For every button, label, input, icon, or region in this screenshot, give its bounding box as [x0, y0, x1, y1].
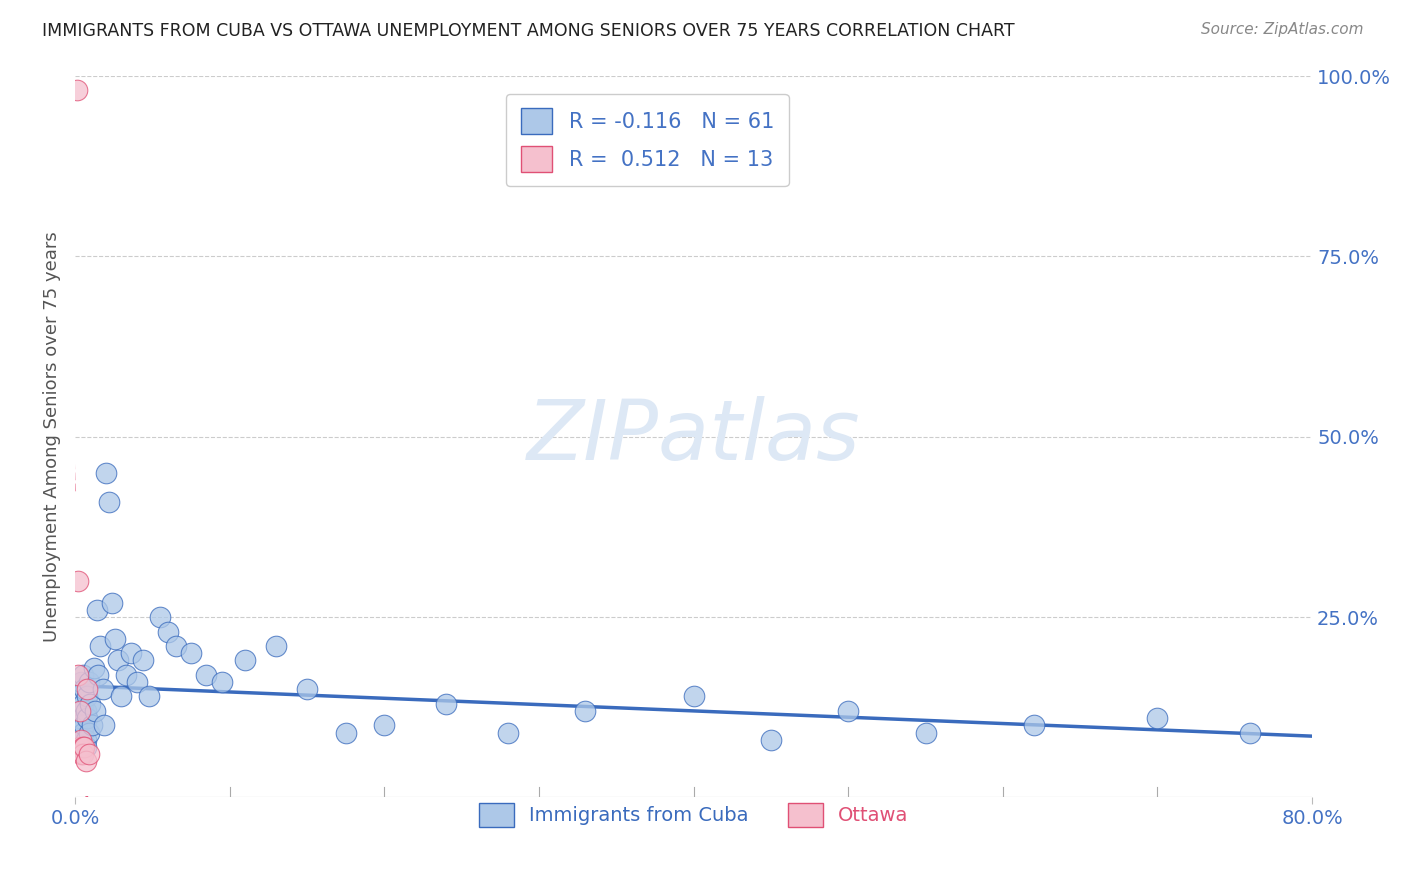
Point: [91, 682, 114, 697]
Point: [72, 725, 94, 739]
Point: [914, 725, 936, 739]
Point: [1022, 718, 1045, 732]
Point: [264, 639, 287, 653]
Legend: Immigrants from Cuba, Ottawa: Immigrants from Cuba, Ottawa: [471, 796, 917, 835]
Point: [434, 697, 457, 711]
Text: IMMIGRANTS FROM CUBA VS OTTAWA UNEMPLOYMENT AMONG SENIORS OVER 75 YEARS CORRELAT: IMMIGRANTS FROM CUBA VS OTTAWA UNEMPLOYM…: [42, 22, 1015, 40]
Point: [67, 690, 90, 704]
Point: [295, 682, 318, 697]
Point: [75, 704, 97, 718]
Point: [149, 610, 172, 624]
Point: [75, 755, 97, 769]
Point: [75, 732, 97, 747]
Point: [70, 704, 93, 718]
Point: [115, 668, 138, 682]
Point: [69, 739, 91, 754]
Point: [70, 747, 93, 762]
Point: [80, 718, 103, 732]
Point: [211, 675, 233, 690]
Point: [104, 632, 127, 646]
Point: [67, 668, 90, 682]
Point: [67, 732, 90, 747]
Point: [72, 747, 94, 762]
Point: [94, 466, 117, 480]
Point: [110, 690, 132, 704]
Point: [84, 704, 107, 718]
Point: [65, 83, 87, 97]
Point: [98, 494, 121, 508]
Point: [1146, 711, 1168, 725]
Point: [125, 675, 148, 690]
Point: [233, 653, 256, 667]
Point: [138, 690, 160, 704]
Point: [195, 668, 218, 682]
Point: [73, 682, 96, 697]
Point: [101, 596, 124, 610]
Point: [76, 711, 98, 725]
Y-axis label: Unemployment Among Seniors over 75 years: Unemployment Among Seniors over 75 years: [44, 231, 60, 642]
Point: [76, 682, 98, 697]
Point: [373, 718, 395, 732]
Point: [107, 653, 129, 667]
Text: ZIPatlas: ZIPatlas: [527, 396, 860, 477]
Point: [76, 690, 98, 704]
Point: [180, 646, 202, 660]
Point: [120, 646, 142, 660]
Point: [72, 668, 94, 682]
Point: [165, 639, 187, 653]
Point: [69, 739, 91, 754]
Point: [1239, 725, 1261, 739]
Point: [86, 603, 108, 617]
Point: [574, 704, 596, 718]
Point: [77, 747, 100, 762]
Point: [69, 704, 91, 718]
Point: [73, 739, 96, 754]
Point: [93, 718, 115, 732]
Point: [837, 704, 859, 718]
Point: [69, 711, 91, 725]
Point: [70, 732, 93, 747]
Point: [87, 668, 110, 682]
Point: [156, 624, 179, 639]
Point: [77, 725, 100, 739]
Point: [496, 725, 519, 739]
Point: [72, 739, 94, 754]
Point: [67, 574, 90, 588]
Point: [759, 732, 782, 747]
Point: [335, 725, 357, 739]
Point: [70, 675, 93, 690]
Point: [72, 697, 94, 711]
Text: Source: ZipAtlas.com: Source: ZipAtlas.com: [1201, 22, 1364, 37]
Point: [70, 732, 93, 747]
Point: [73, 718, 96, 732]
Point: [89, 639, 111, 653]
Point: [75, 739, 97, 754]
Point: [77, 675, 100, 690]
Point: [682, 690, 704, 704]
Point: [79, 697, 101, 711]
Point: [65, 718, 87, 732]
Point: [83, 660, 105, 674]
Point: [132, 653, 155, 667]
